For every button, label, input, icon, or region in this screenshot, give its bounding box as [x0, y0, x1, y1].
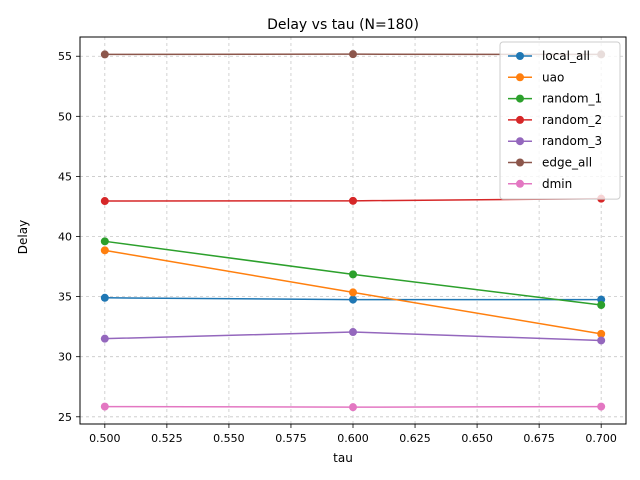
data-point [349, 196, 357, 205]
series-random-3 [100, 328, 606, 345]
data-point [349, 270, 357, 279]
legend-marker [516, 73, 524, 82]
data-point [597, 301, 606, 310]
x-axis: 0.500 0.525 0.550 0.575 0.600 0.625 0.650 0.675… [89, 424, 617, 445]
legend-marker [516, 158, 524, 167]
data-point [349, 403, 357, 412]
legend-item: dmin [508, 177, 572, 191]
data-point [100, 246, 109, 255]
y-axis: 25 30 35 40 45 50 55 [58, 50, 80, 424]
series-layer [100, 50, 606, 412]
legend-marker [516, 52, 524, 60]
x-tick-label: 0.500 [89, 432, 121, 445]
data-point [349, 295, 357, 304]
x-tick-label: 0.525 [151, 432, 183, 445]
data-point [349, 328, 357, 337]
data-point [100, 197, 109, 206]
legend-item: uao [508, 70, 564, 84]
y-tick-label: 45 [58, 170, 72, 183]
x-axis-label: tau [333, 451, 353, 465]
series-uao [100, 246, 606, 338]
data-point [100, 50, 109, 59]
x-tick-label: 0.600 [337, 432, 369, 445]
legend-label: random_3 [542, 134, 602, 148]
y-tick-label: 25 [58, 411, 72, 424]
data-point [100, 334, 109, 343]
legend-item: random_2 [508, 113, 602, 127]
legend-label: local_all [542, 49, 590, 63]
legend-label: uao [542, 70, 564, 84]
y-axis-label: Delay [16, 220, 30, 254]
data-point [100, 402, 109, 411]
legend-label: random_2 [542, 113, 602, 127]
chart-title: Delay vs tau (N=180) [267, 17, 419, 33]
x-tick-label: 0.700 [585, 432, 617, 445]
legend-frame [499, 41, 621, 200]
data-point [597, 336, 606, 345]
y-tick-label: 40 [58, 231, 72, 244]
y-tick-label: 55 [58, 50, 72, 63]
legend-label: random_1 [542, 92, 602, 106]
data-point [100, 237, 109, 246]
series-random-1 [100, 237, 606, 310]
legend-marker [516, 94, 524, 103]
x-tick-label: 0.675 [523, 432, 555, 445]
legend-marker [516, 115, 524, 124]
grid [80, 37, 626, 424]
x-tick-label: 0.575 [275, 432, 307, 445]
data-point [597, 402, 606, 411]
data-point [100, 293, 109, 302]
legend-label: dmin [542, 177, 572, 191]
data-point [349, 288, 357, 297]
legend-marker [516, 179, 524, 188]
y-tick-label: 50 [58, 110, 72, 123]
x-tick-label: 0.650 [461, 432, 493, 445]
legend-item: local_all [508, 49, 590, 63]
y-tick-label: 35 [58, 291, 72, 304]
data-point [349, 50, 357, 59]
legend-label: edge_all [542, 156, 592, 170]
legend-marker [516, 137, 524, 146]
legend-item: random_3 [508, 134, 602, 148]
data-point [597, 329, 606, 338]
series-dmin [100, 402, 606, 412]
legend-item: edge_all [508, 156, 592, 170]
y-tick-label: 30 [58, 351, 72, 364]
legend-item: random_1 [508, 92, 602, 106]
x-tick-label: 0.550 [213, 432, 245, 445]
x-tick-label: 0.625 [399, 432, 431, 445]
